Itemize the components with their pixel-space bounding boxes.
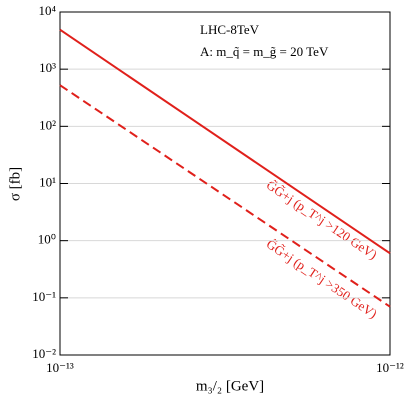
y-axis-label: σ [fb]: [7, 167, 23, 201]
y-tick-label: 10²: [39, 117, 56, 132]
annotation: A: m_q̃ = m_g̃ = 20 TeV: [200, 44, 329, 59]
y-tick-label: 10³: [39, 60, 56, 75]
data-line: [59, 28, 391, 255]
x-tick-label: 10⁻¹³: [46, 360, 74, 375]
y-tick-label: 10⁻¹: [32, 289, 56, 304]
x-axis-label: m₃/₂ [GeV]: [196, 378, 264, 394]
y-tick-label: 10⁰: [38, 232, 56, 247]
y-tick-label: 10⁻²: [32, 346, 56, 361]
x-tick-label: 10⁻¹²: [376, 360, 404, 375]
plot-frame: [59, 11, 391, 356]
annotation: LHC-8TeV: [200, 22, 260, 37]
y-tick-label: 10¹: [39, 174, 56, 189]
y-tick-label: 10⁴: [38, 3, 56, 18]
data-line: [59, 84, 391, 308]
